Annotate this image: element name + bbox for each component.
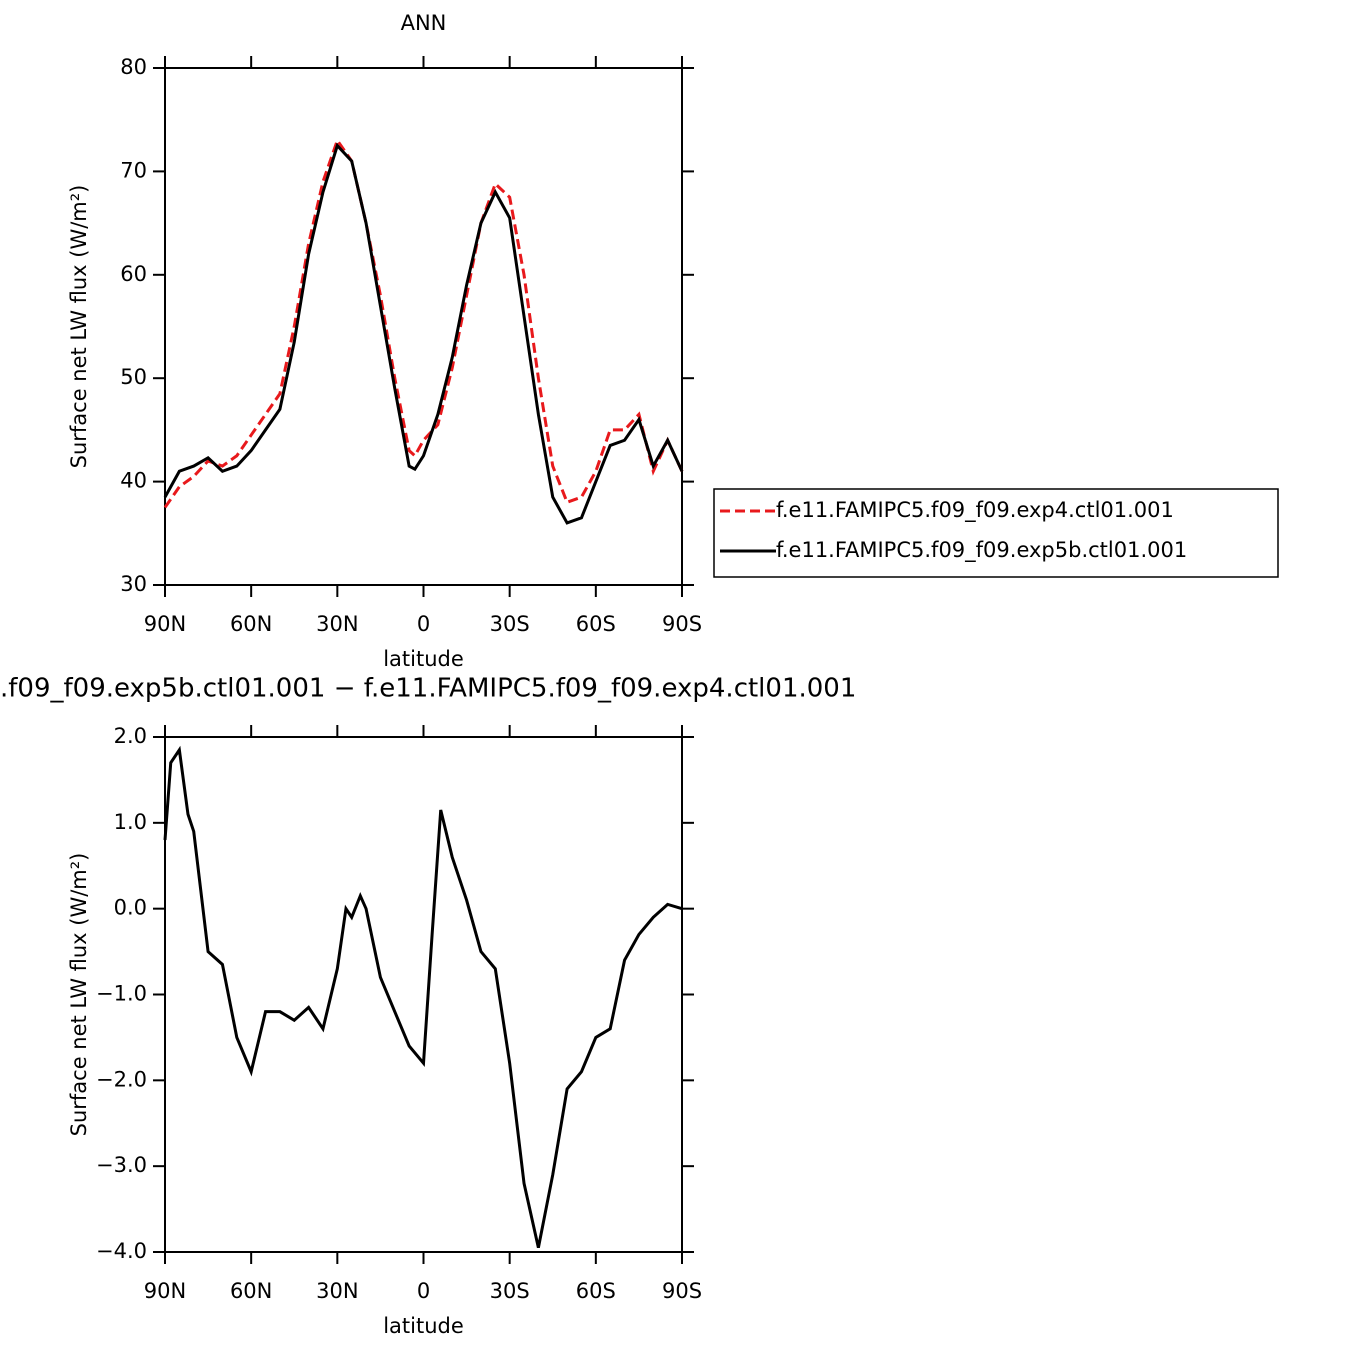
y-tick-label: 50 xyxy=(120,365,147,389)
y-axis-label: Surface net LW flux (W/m²) xyxy=(67,185,91,469)
chart-title: .f09_f09.exp5b.ctl01.001 − f.e11.FAMIPC5… xyxy=(0,674,856,704)
y-tick-label: 80 xyxy=(120,55,147,79)
y-tick-label: 70 xyxy=(120,158,147,182)
x-tick-label: 60S xyxy=(576,612,616,636)
y-tick-label: 40 xyxy=(120,469,147,493)
x-axis-label: latitude xyxy=(383,647,464,671)
x-tick-label: 30S xyxy=(490,612,530,636)
legend-box xyxy=(713,488,1279,578)
y-tick-label: 60 xyxy=(120,262,147,286)
y-tick-label: −3.0 xyxy=(96,1153,147,1177)
x-tick-label: 0 xyxy=(417,1279,430,1303)
x-tick-label: 30N xyxy=(316,612,358,636)
x-tick-label: 0 xyxy=(417,612,430,636)
y-tick-label: −2.0 xyxy=(96,1067,147,1091)
x-tick-label: 90N xyxy=(144,1279,186,1303)
x-tick-label: 60N xyxy=(230,612,272,636)
y-tick-label: 2.0 xyxy=(114,724,147,748)
x-tick-label: 90N xyxy=(144,612,186,636)
line-series xyxy=(163,745,683,1249)
x-tick-label: 60N xyxy=(230,1279,272,1303)
legend-label: f.e11.FAMIPC5.f09_f09.exp5b.ctl01.001 xyxy=(776,538,1187,563)
line-series xyxy=(163,137,684,509)
y-tick-label: 0.0 xyxy=(114,896,147,920)
y-tick-label: −1.0 xyxy=(96,982,147,1006)
y-tick-label: −4.0 xyxy=(96,1239,147,1263)
x-tick-label: 90S xyxy=(662,612,702,636)
x-tick-label: 60S xyxy=(576,1279,616,1303)
plot-frame xyxy=(164,67,683,586)
chart-title: ANN xyxy=(401,11,447,35)
legend-label: f.e11.FAMIPC5.f09_f09.exp4.ctl01.001 xyxy=(776,498,1174,523)
y-axis-label: Surface net LW flux (W/m²) xyxy=(67,853,91,1137)
x-tick-label: 30N xyxy=(316,1279,358,1303)
x-tick-label: 30S xyxy=(490,1279,530,1303)
plot-frame xyxy=(164,736,683,1253)
line-series xyxy=(163,142,684,525)
x-axis-label: latitude xyxy=(383,1314,464,1338)
y-tick-label: 30 xyxy=(120,572,147,596)
y-tick-label: 1.0 xyxy=(114,810,147,834)
x-tick-label: 90S xyxy=(662,1279,702,1303)
